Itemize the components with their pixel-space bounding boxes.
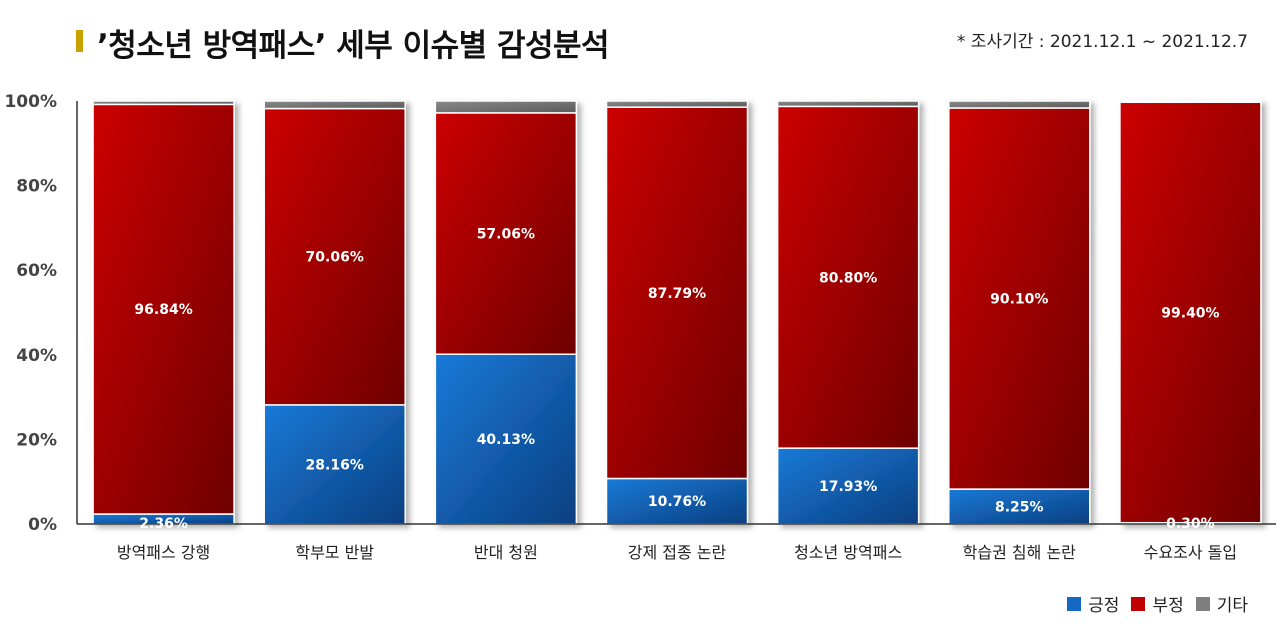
legend-label-negative: 부정 — [1152, 596, 1184, 616]
bar-stack — [434, 100, 578, 525]
data-label-negative: 57.06% — [477, 227, 535, 243]
data-label-positive: 0.30% — [1166, 516, 1215, 532]
bar-segment-negative — [1119, 101, 1262, 524]
chart-title: ’청소년 방역패스’ 세부 이슈별 감성분석 — [97, 28, 610, 64]
bar-segment-other — [948, 100, 1091, 109]
data-label-negative: 70.06% — [306, 250, 364, 266]
legend-swatch-positive — [1067, 596, 1082, 611]
data-label-positive: 2.36% — [139, 516, 188, 532]
y-tick-label: 0% — [28, 515, 57, 535]
bar-stack — [605, 100, 749, 525]
bar-segment-other — [776, 100, 920, 108]
bar-segment-positive — [776, 447, 920, 525]
legend-item-negative: 부정 — [1131, 591, 1184, 616]
bar-segment-other — [1119, 100, 1262, 104]
legend: 긍정 부정 기타 — [1055, 591, 1248, 616]
data-label-positive: 40.13% — [477, 432, 535, 448]
bar-segment-negative — [776, 105, 920, 449]
title-accent-bar — [76, 30, 83, 52]
legend-label-other: 기타 — [1216, 596, 1248, 616]
legend-label-positive: 긍정 — [1088, 596, 1120, 616]
bar-segment-negative — [263, 107, 406, 406]
legend-item-positive: 긍정 — [1067, 591, 1119, 616]
category-label: 방역패스 강행 — [117, 543, 210, 562]
bar-stack — [263, 100, 406, 525]
bar-segment-other — [263, 100, 406, 110]
data-label-positive: 10.76% — [648, 494, 706, 510]
y-tick-label: 100% — [4, 92, 57, 112]
category-label: 청소년 방역패스 — [794, 543, 902, 562]
data-label-negative: 99.40% — [1161, 306, 1219, 322]
bar-segment-positive — [605, 477, 749, 525]
bar-segment-other — [434, 100, 578, 114]
data-label-positive: 8.25% — [995, 500, 1044, 516]
y-tick-label: 60% — [16, 261, 57, 281]
bar-segment-negative — [605, 106, 749, 480]
category-label: 강제 접종 논란 — [628, 543, 727, 562]
data-label-negative: 80.80% — [819, 270, 877, 286]
bar-stack — [1119, 100, 1262, 525]
bar-segment-other — [605, 100, 749, 108]
survey-period-note: * 조사기간 : 2021.12.1 ~ 2021.12.7 — [956, 32, 1248, 52]
category-label: 학습권 침해 논란 — [963, 543, 1076, 562]
legend-item-other: 기타 — [1195, 591, 1248, 616]
bar-segment-positive — [263, 404, 406, 525]
y-tick-label: 20% — [16, 430, 57, 450]
bar-segment-negative — [92, 103, 235, 515]
category-label: 학부모 반발 — [295, 543, 374, 562]
data-label-positive: 28.16% — [306, 457, 364, 473]
legend-swatch-negative — [1131, 596, 1146, 611]
y-tick-label: 40% — [16, 346, 57, 366]
bar-segment-other — [92, 100, 235, 106]
bar-segment-positive — [948, 488, 1091, 525]
bar-stack — [948, 100, 1091, 525]
bar-stack — [92, 100, 235, 525]
data-label-negative: 87.79% — [648, 286, 706, 302]
data-label-negative: 90.10% — [990, 292, 1048, 308]
bar-segment-positive — [434, 353, 578, 525]
category-label: 수요조사 돌입 — [1144, 543, 1237, 562]
bar-stack — [776, 100, 920, 525]
category-label: 반대 청원 — [474, 543, 538, 562]
legend-swatch-other — [1195, 596, 1210, 611]
data-label-negative: 96.84% — [134, 302, 192, 318]
bar-segment-negative — [434, 112, 578, 356]
bar-segment-negative — [948, 107, 1091, 490]
data-label-positive: 17.93% — [819, 479, 877, 495]
y-tick-label: 80% — [16, 177, 57, 197]
